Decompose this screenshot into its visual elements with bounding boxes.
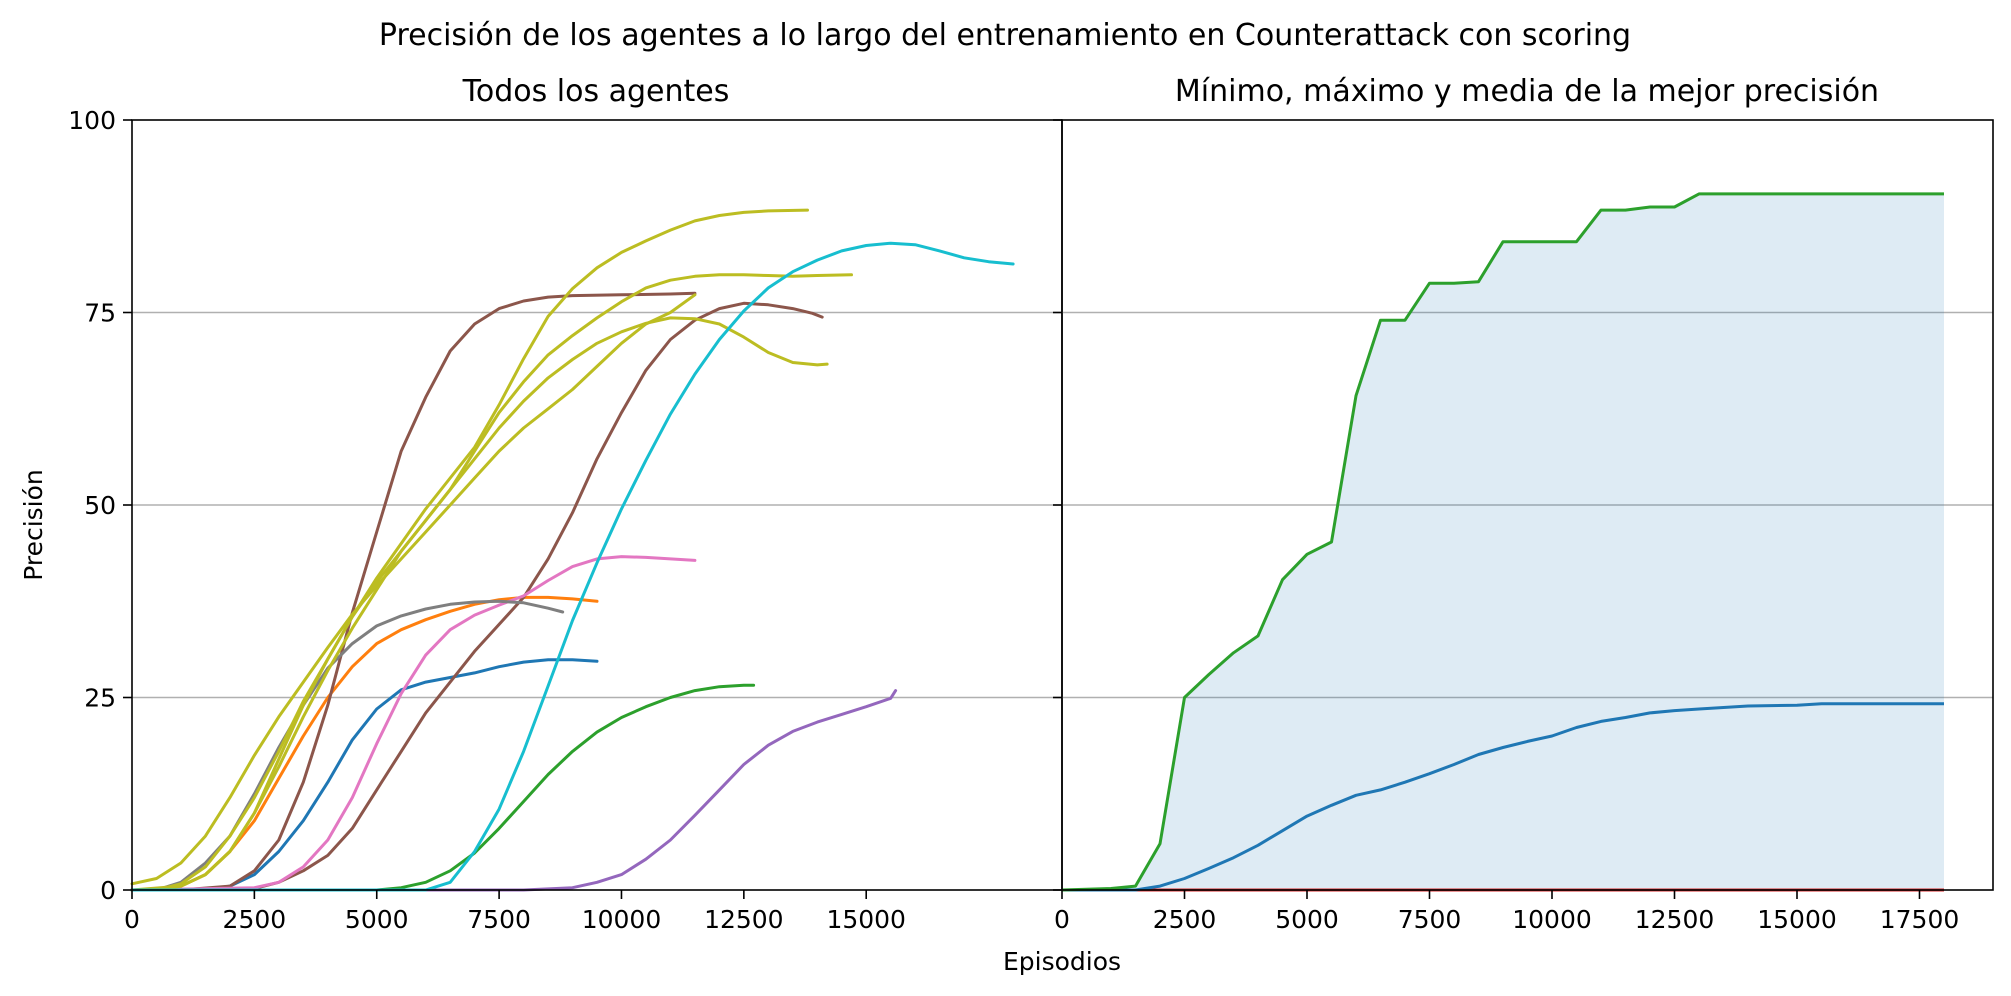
y-tick-label-50: 50 <box>84 491 116 520</box>
series-line-agent-8 <box>130 301 824 892</box>
x-tick-label-2500: 2500 <box>223 905 287 934</box>
series-line-agent-7 <box>130 291 697 892</box>
x-tick-label-2500: 2500 <box>1153 905 1217 934</box>
x-tick-label-15000: 15000 <box>1757 905 1837 934</box>
figure-title: Precisión de los agentes a lo largo del … <box>379 18 1631 53</box>
panel-min-max-mean: Mínimo, máximo y media de la mejor preci… <box>1053 74 1994 934</box>
range-fill-area <box>1062 193 1944 890</box>
series-line-agent-3 <box>130 683 756 892</box>
series-line-agent-6 <box>130 689 898 892</box>
y-tick-label-25: 25 <box>84 684 116 713</box>
x-tick-label-0: 0 <box>124 905 140 934</box>
panel-title-min-max-mean: Mínimo, máximo y media de la mejor preci… <box>1175 74 1879 109</box>
x-tick-label-7500: 7500 <box>1398 905 1462 934</box>
series-line-agent-9 <box>130 555 697 892</box>
x-tick-label-7500: 7500 <box>467 905 531 934</box>
x-tick-label-0: 0 <box>1054 905 1070 934</box>
series-line-agent-15 <box>130 241 1015 892</box>
y-tick-label-100: 100 <box>68 106 116 135</box>
x-tick-label-15000: 15000 <box>826 905 906 934</box>
x-tick-label-17500: 17500 <box>1880 905 1960 934</box>
series-line-max <box>1061 192 1944 892</box>
panel-min-max-mean-axes: 0 2500 5000 7500 10000 12500 15000 17500 <box>1053 119 1994 934</box>
x-tick-label-10000: 10000 <box>1512 905 1592 934</box>
x-tick-label-10000: 10000 <box>582 905 662 934</box>
y-axis-label: Precisión <box>19 469 48 581</box>
x-tick-label-12500: 12500 <box>704 905 784 934</box>
series-line-agent-14 <box>130 273 853 892</box>
y-tick-label-0: 0 <box>100 876 116 905</box>
panel-title-all-agents: Todos los agentes <box>462 74 730 109</box>
series-line-agent-13 <box>130 208 809 892</box>
x-axis-label: Episodios <box>1003 947 1121 976</box>
panel-min-max-mean-gridlines <box>1062 311 1993 699</box>
series-line-mean <box>1062 702 1944 892</box>
y-tick-label-75: 75 <box>84 299 116 328</box>
x-tick-label-12500: 12500 <box>1635 905 1715 934</box>
series-line-agent-11 <box>130 293 697 886</box>
panel-all-agents-gridlines <box>132 311 1062 699</box>
x-tick-label-5000: 5000 <box>345 905 409 934</box>
series-line-agent-10 <box>130 599 565 892</box>
x-tick-label-5000: 5000 <box>1275 905 1339 934</box>
